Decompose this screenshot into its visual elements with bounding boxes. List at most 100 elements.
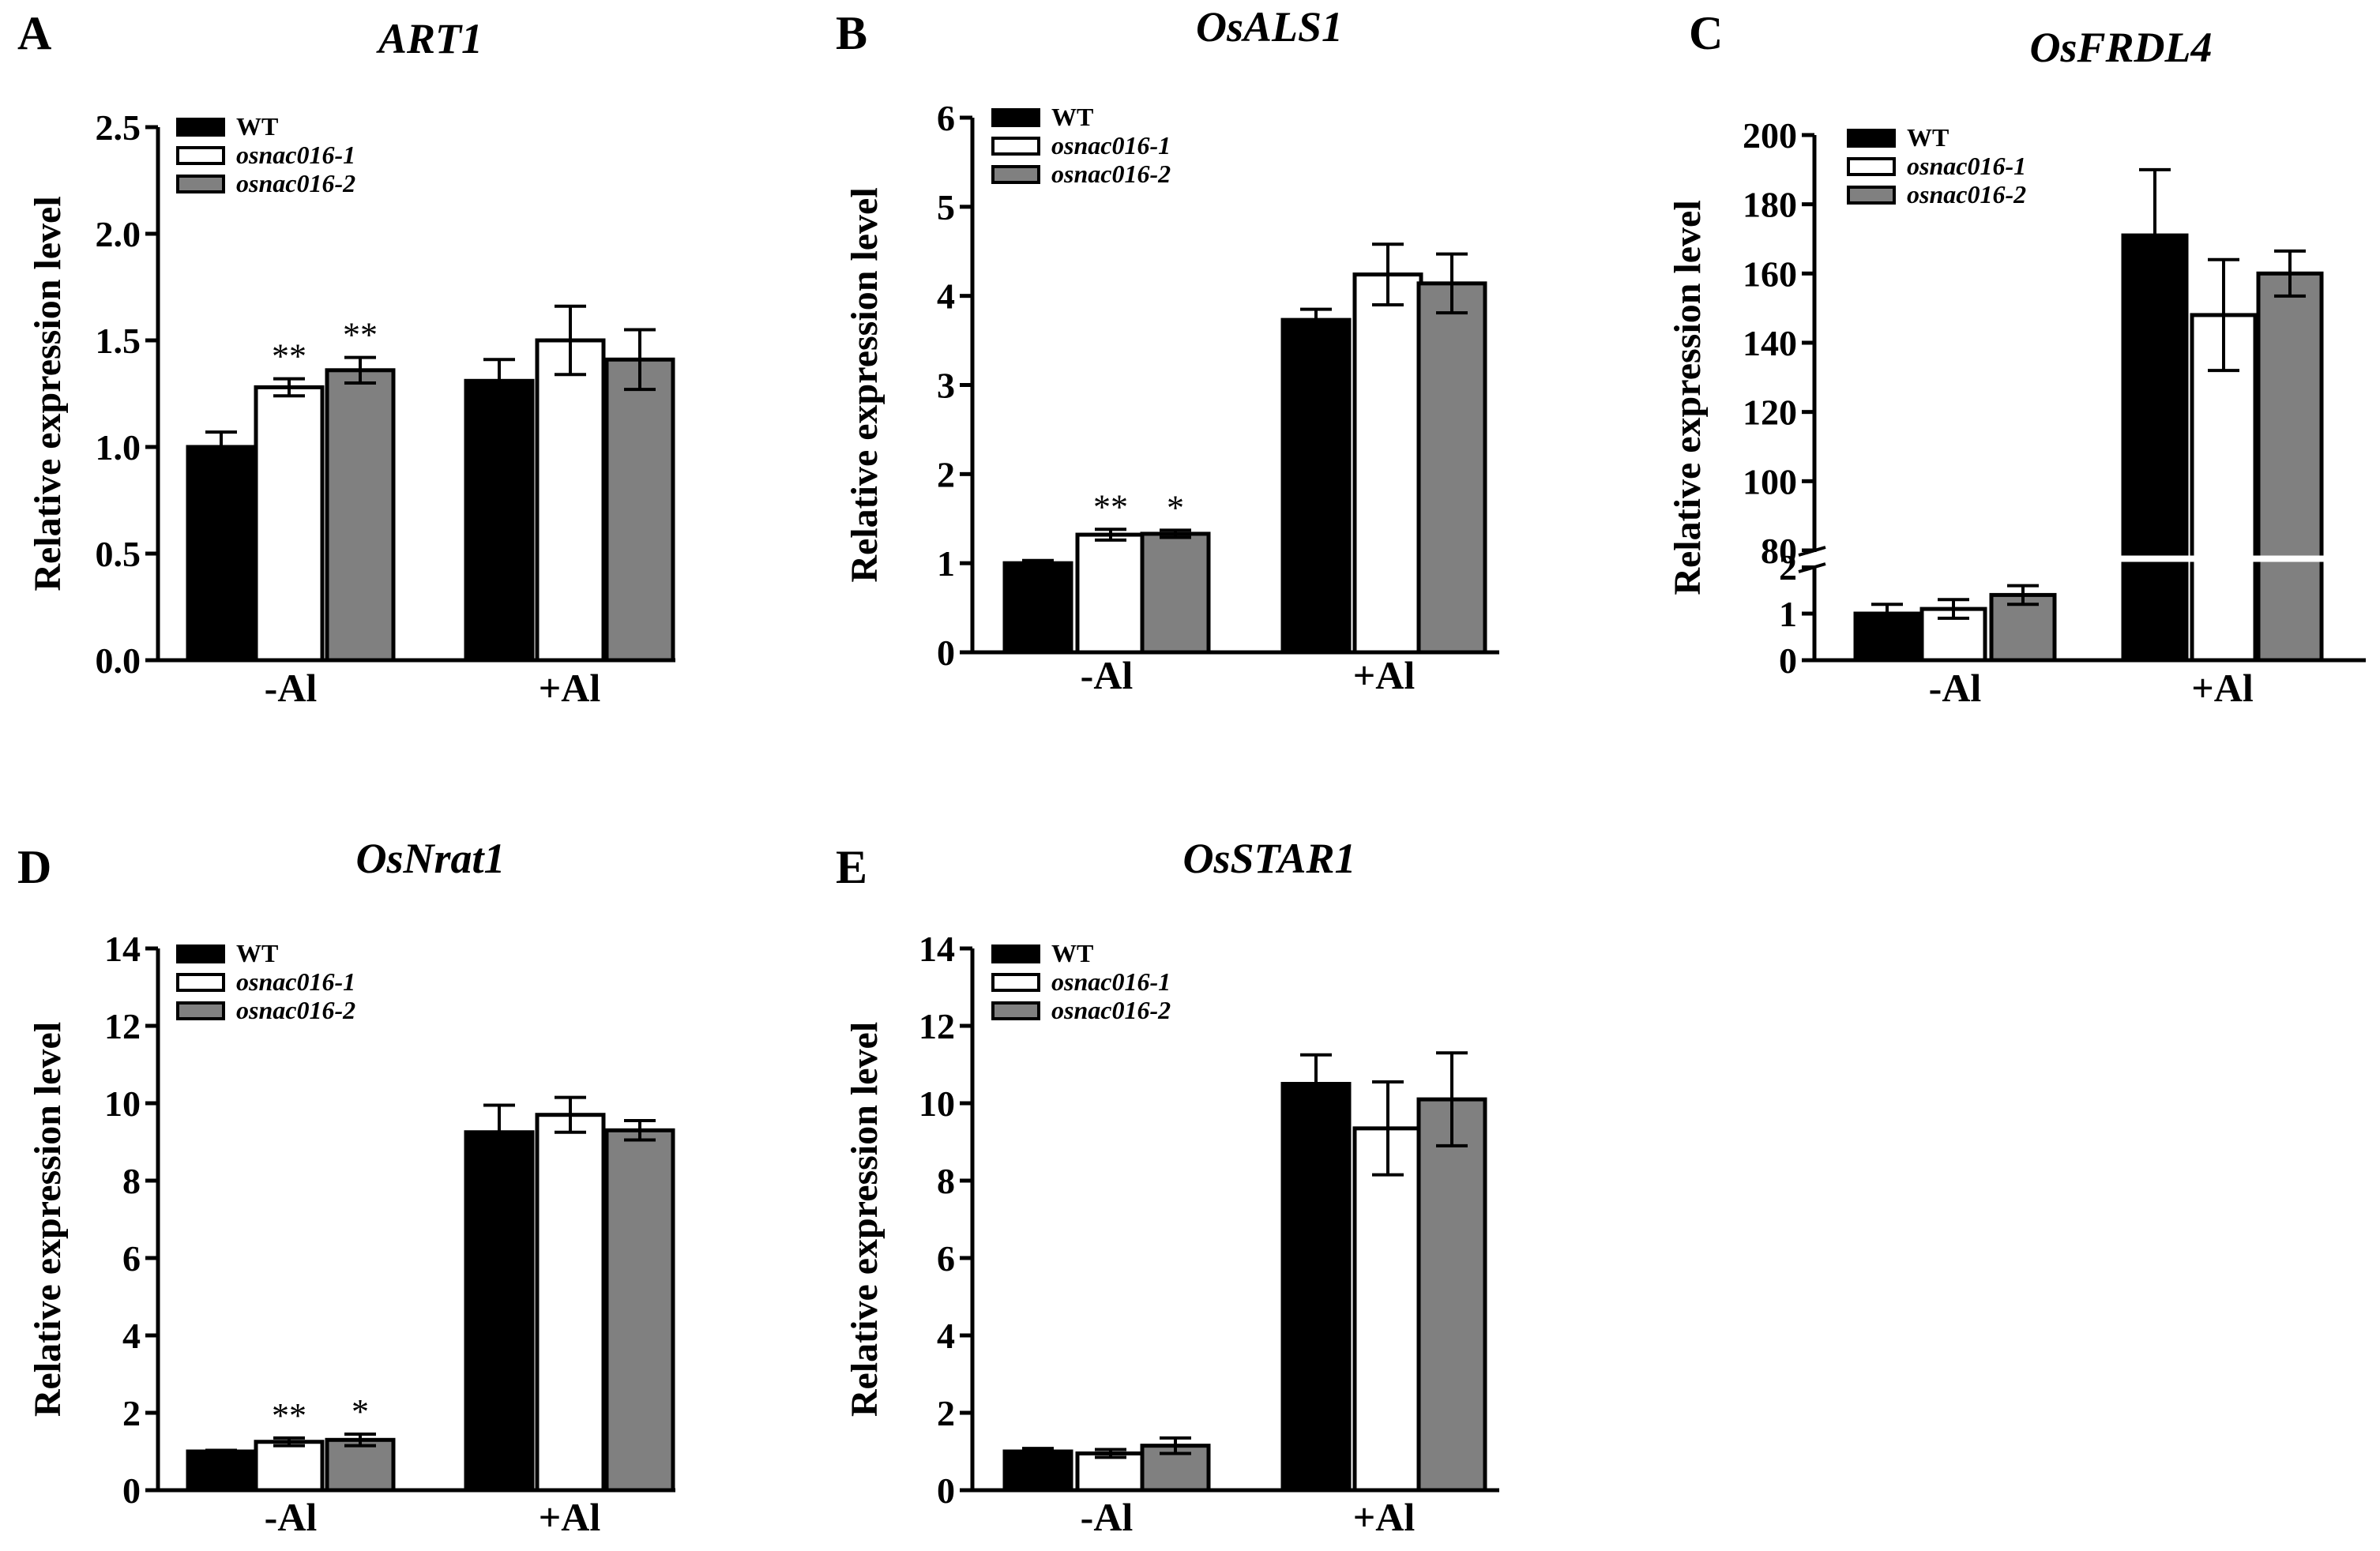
bar-osnac016-2-minus-al: [325, 368, 396, 663]
y-axis-label: Relative expression level: [27, 196, 69, 591]
y-tick-label: 4: [937, 1316, 955, 1356]
significance-marker: **: [272, 1396, 306, 1435]
y-tick-label: 200: [1743, 115, 1797, 156]
y-tick-label: 0: [937, 1470, 955, 1511]
x-category-label: -Al: [265, 666, 318, 710]
y-tick-label: 80: [1761, 531, 1797, 571]
y-tick-label: 8: [937, 1161, 955, 1201]
y-tick-label: 10: [919, 1083, 955, 1124]
y-tick-label: 1.0: [96, 427, 141, 468]
y-tick-label: 2: [937, 454, 955, 494]
y-axis-label: Relative expression level: [27, 1022, 69, 1417]
y-tick-label: 12: [919, 1006, 955, 1046]
bar-wt-plus-al: [1280, 317, 1352, 655]
bar-osnac016-2-plus-al: [1416, 1097, 1487, 1493]
y-tick-label: 1: [937, 543, 955, 584]
legend-swatch: [991, 108, 1040, 127]
legend-swatch: [176, 1001, 225, 1020]
y-tick-label: 14: [919, 929, 955, 969]
y-axis-label: Relative expression level: [1667, 200, 1709, 595]
panel-letter: B: [836, 7, 867, 59]
y-axis-label: Relative expression level: [844, 187, 885, 582]
panel-title: ART1: [376, 15, 483, 62]
y-tick-label: 4: [937, 276, 955, 317]
y-tick-label: 2.0: [96, 214, 141, 254]
legend-swatch: [991, 1001, 1040, 1020]
y-tick-label: 3: [937, 366, 955, 406]
axis-break-mark: [1798, 562, 1826, 573]
y-tick-label: 0: [1779, 640, 1797, 681]
panel-letter: A: [17, 7, 51, 59]
significance-marker: **: [1093, 487, 1128, 526]
y-tick-label: 180: [1743, 185, 1797, 225]
bar-osnac016-2-minus-al: [1140, 531, 1211, 655]
panel-c: C OsFRDL4 0 1 280 100 120 140 160 180 200 Relative …: [1667, 7, 2366, 710]
legend-swatch: [1847, 129, 1896, 148]
x-category-label: +Al: [1353, 653, 1416, 697]
legend-label: WT: [236, 112, 278, 141]
legend-label: osnac016-1: [1051, 967, 1171, 996]
x-category-label: -Al: [1929, 666, 1982, 710]
legend-swatch: [1847, 186, 1896, 205]
y-axis-label: Relative expression level: [844, 1022, 885, 1417]
legend-label: WT: [1051, 939, 1093, 967]
x-category-label: +Al: [539, 666, 601, 710]
y-tick-label: 6: [937, 98, 955, 138]
panel-a: A ART1 0.0 0.5 1.0 1.5 2.0 2.5 Relative expressi…: [17, 7, 675, 710]
legend-label: WT: [236, 939, 278, 967]
bar-wt-minus-al: [186, 1449, 257, 1493]
significance-marker: **: [343, 316, 378, 355]
legend-swatch: [991, 973, 1040, 992]
significance-marker: *: [1167, 488, 1184, 527]
legend-swatch: [176, 118, 225, 137]
y-tick-label: 4: [122, 1316, 141, 1356]
x-category-label: +Al: [2191, 666, 2254, 710]
legend-swatch: [176, 175, 225, 193]
panel-e: E OsSTAR1 0 2 4 6 8 10 12 14 Relative expression l…: [836, 835, 1499, 1539]
bar-osnac016-2-plus-al: [604, 357, 675, 663]
bar-osnac016-1-plus-al: [1352, 1126, 1423, 1493]
y-tick-label: 14: [104, 929, 141, 969]
bar-osnac016-2-plus-al: [1416, 281, 1487, 655]
y-tick-label: 6: [937, 1238, 955, 1279]
y-tick-label: 0: [122, 1470, 141, 1511]
legend-swatch: [176, 146, 225, 165]
y-tick-label: 2: [937, 1393, 955, 1433]
y-tick-label: 0: [937, 633, 955, 673]
panel-title: OsSTAR1: [1182, 835, 1355, 882]
axis-break-mark: [1798, 546, 1826, 557]
y-tick-label: 140: [1743, 323, 1797, 363]
y-tick-label: 120: [1743, 392, 1797, 433]
bar-wt-plus-al: [464, 378, 535, 663]
panel-b: B OsALS1 0 1 2 3 4 5 6 Relative expression level *…: [836, 3, 1499, 697]
panel-letter: C: [1689, 7, 1723, 59]
panel-letter: E: [836, 841, 867, 893]
bar-wt-plus-al: [1280, 1082, 1352, 1493]
bar-break-band: [1846, 555, 2366, 562]
y-tick-label: 0.5: [96, 534, 141, 574]
bar-osnac016-2-plus-al: [604, 1128, 675, 1493]
significance-marker: **: [272, 337, 306, 376]
y-tick-label: 5: [937, 187, 955, 227]
bar-osnac016-2-plus-al: [2256, 271, 2324, 663]
bar-wt-minus-al: [1002, 1449, 1073, 1493]
legend-label: osnac016-2: [1907, 180, 2026, 208]
axis-break-gap: [1799, 552, 1830, 565]
legend-label: WT: [1907, 123, 1949, 152]
legend-label: osnac016-1: [236, 967, 355, 996]
legend-label: osnac016-2: [1051, 996, 1171, 1024]
legend-swatch: [176, 973, 225, 992]
bar-osnac016-1-minus-al: [254, 1440, 325, 1493]
bar-osnac016-1-minus-al: [1075, 1451, 1146, 1493]
panel-title: OsFRDL4: [2029, 24, 2212, 71]
y-tick-label: 12: [104, 1006, 141, 1046]
bar-osnac016-2-minus-al: [325, 1437, 396, 1493]
legend-swatch: [176, 944, 225, 963]
bar-wt-minus-al: [1002, 561, 1073, 655]
legend-label: osnac016-2: [236, 169, 355, 197]
x-category-label: -Al: [1081, 1495, 1134, 1539]
